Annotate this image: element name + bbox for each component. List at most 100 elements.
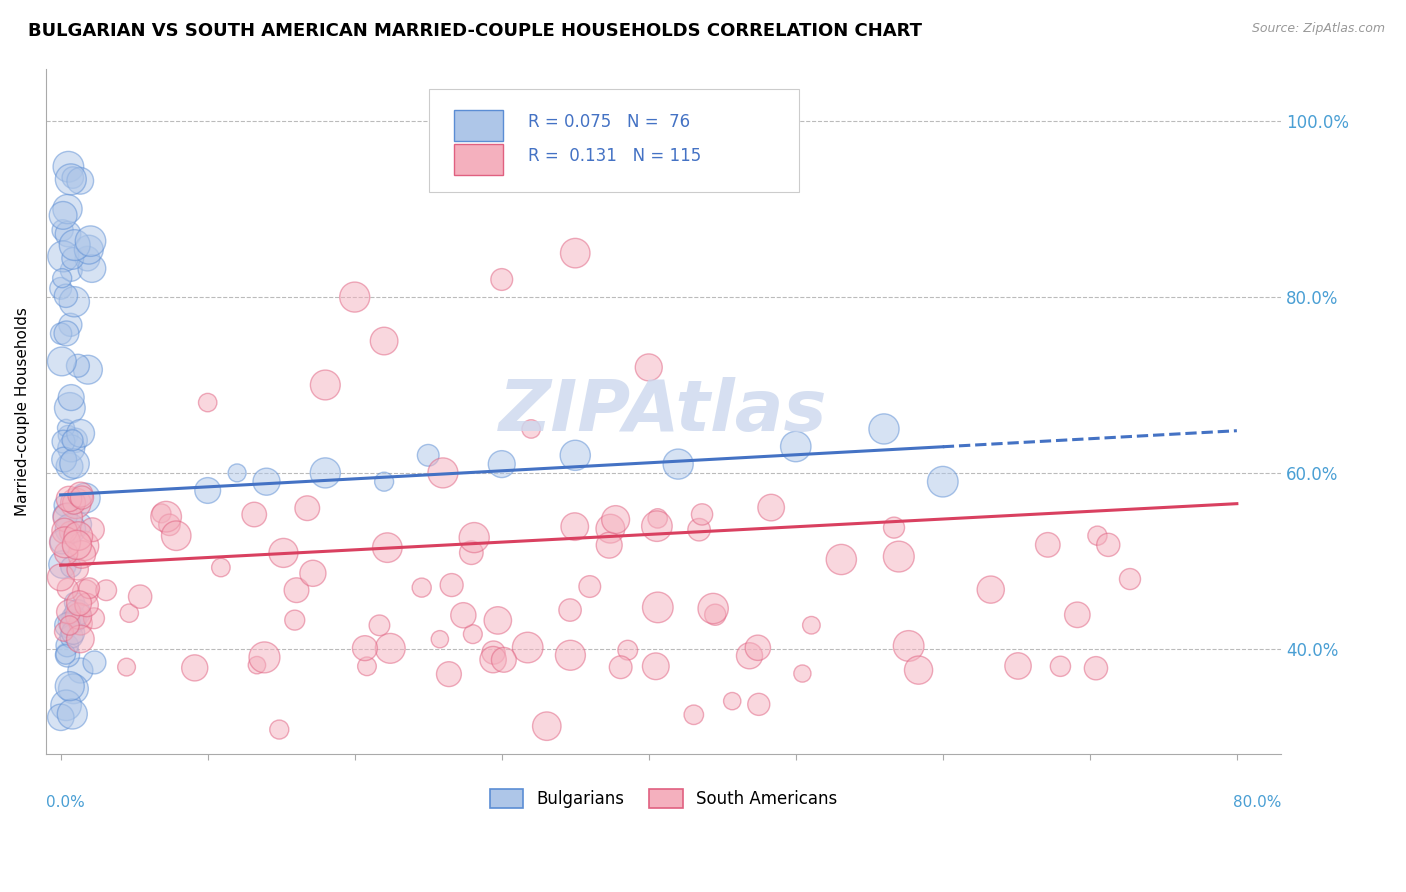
FancyBboxPatch shape: [429, 89, 800, 192]
Point: [184, 661, 207, 675]
Point: [1049, 659, 1071, 673]
Point: [284, 613, 307, 627]
Point: [356, 659, 378, 673]
Point: [53, 524, 76, 538]
Point: [747, 640, 769, 655]
Point: [738, 648, 761, 663]
Point: [56, 428, 79, 442]
Point: [118, 606, 141, 620]
Point: [150, 506, 173, 520]
Point: [66, 606, 89, 620]
Point: [56, 227, 79, 241]
Point: [1087, 529, 1109, 543]
Point: [492, 653, 515, 667]
Point: [429, 632, 451, 647]
Y-axis label: Married-couple Households: Married-couple Households: [15, 307, 30, 516]
Point: [354, 641, 377, 656]
Point: [165, 529, 187, 543]
Point: [51, 558, 73, 572]
Point: [605, 513, 627, 527]
Text: R = 0.075   N =  76: R = 0.075 N = 76: [527, 113, 690, 131]
Point: [637, 360, 659, 375]
Point: [1084, 661, 1107, 675]
Point: [463, 531, 485, 545]
Point: [76, 252, 98, 266]
Point: [253, 650, 276, 665]
Point: [1007, 659, 1029, 673]
Point: [60, 629, 83, 643]
Point: [380, 641, 402, 656]
Point: [51, 354, 73, 368]
Point: [60, 707, 83, 722]
Point: [70, 548, 93, 562]
Point: [647, 511, 669, 525]
Point: [60, 442, 83, 456]
Point: [56, 618, 79, 632]
Point: [155, 509, 177, 524]
Point: [159, 517, 181, 532]
Point: [418, 448, 440, 462]
Point: [243, 508, 266, 522]
Point: [58, 618, 80, 632]
Point: [63, 238, 86, 252]
Point: [560, 648, 582, 663]
Point: [53, 535, 76, 549]
Point: [578, 580, 600, 594]
Point: [491, 272, 513, 286]
Point: [800, 618, 823, 632]
Point: [411, 581, 433, 595]
Point: [60, 263, 83, 277]
Point: [1066, 607, 1088, 622]
Point: [564, 519, 586, 533]
Point: [564, 246, 586, 260]
Point: [59, 679, 82, 693]
Point: [437, 667, 460, 681]
Point: [873, 422, 896, 436]
Point: [536, 719, 558, 733]
Point: [69, 664, 91, 678]
Point: [564, 448, 586, 462]
Point: [375, 541, 398, 555]
Point: [53, 499, 76, 513]
Point: [616, 643, 638, 657]
Point: [63, 611, 86, 625]
Point: [62, 625, 84, 640]
Point: [63, 434, 86, 448]
Point: [67, 596, 90, 610]
Point: [75, 585, 97, 599]
Text: BULGARIAN VS SOUTH AMERICAN MARRIED-COUPLE HOUSEHOLDS CORRELATION CHART: BULGARIAN VS SOUTH AMERICAN MARRIED-COUP…: [28, 22, 922, 40]
Point: [516, 640, 538, 655]
Point: [115, 660, 138, 674]
Point: [209, 560, 232, 574]
Point: [77, 362, 100, 376]
Text: ZIPAtlas: ZIPAtlas: [499, 376, 828, 446]
Point: [83, 611, 105, 625]
Point: [59, 525, 82, 540]
Point: [59, 172, 82, 186]
Point: [96, 583, 118, 598]
Point: [77, 581, 100, 595]
Point: [56, 648, 79, 662]
Point: [197, 483, 219, 498]
Point: [520, 422, 543, 436]
Point: [66, 562, 89, 576]
Point: [67, 609, 90, 624]
Point: [59, 318, 82, 332]
Point: [58, 459, 80, 474]
Point: [56, 202, 79, 216]
Point: [80, 261, 103, 276]
Point: [792, 666, 814, 681]
Point: [73, 539, 96, 553]
Point: [79, 234, 101, 248]
Point: [644, 659, 666, 673]
Point: [53, 452, 76, 467]
Point: [83, 656, 105, 670]
Point: [314, 466, 336, 480]
Text: 0.0%: 0.0%: [46, 796, 84, 810]
Point: [690, 508, 713, 522]
Point: [256, 475, 278, 489]
Point: [645, 519, 668, 533]
Point: [51, 271, 73, 285]
Point: [55, 326, 77, 341]
Point: [58, 615, 80, 630]
